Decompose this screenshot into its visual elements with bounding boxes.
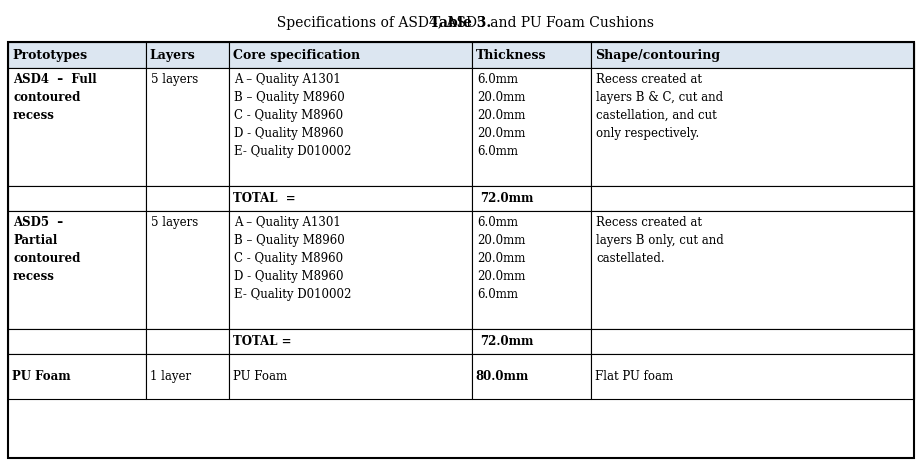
Text: ASD5  –
Partial
contoured
recess: ASD5 – Partial contoured recess: [13, 216, 80, 283]
Bar: [8, 68, 146, 185]
Bar: [472, 68, 592, 185]
Bar: [592, 185, 914, 212]
Text: 5 layers: 5 layers: [150, 73, 198, 86]
Bar: [8, 212, 146, 329]
Bar: [592, 68, 914, 185]
Bar: [146, 329, 229, 354]
Text: Thickness: Thickness: [476, 49, 547, 62]
Bar: [472, 354, 592, 399]
Bar: [592, 329, 914, 354]
Text: Layers: Layers: [149, 49, 195, 62]
Text: ASD4  –  Full
contoured
recess: ASD4 – Full contoured recess: [13, 73, 97, 122]
Text: 6.0mm
20.0mm
20.0mm
20.0mm
6.0mm: 6.0mm 20.0mm 20.0mm 20.0mm 6.0mm: [477, 73, 526, 158]
Text: Shape/contouring: Shape/contouring: [596, 49, 721, 62]
Bar: [229, 329, 472, 354]
Text: 1 layer: 1 layer: [149, 370, 191, 383]
Text: 6.0mm
20.0mm
20.0mm
20.0mm
6.0mm: 6.0mm 20.0mm 20.0mm 20.0mm 6.0mm: [477, 216, 526, 301]
Bar: [146, 42, 229, 68]
Text: Table 3.: Table 3.: [431, 16, 491, 30]
Text: Specifications of ASD4, ASD5 and PU Foam Cushions: Specifications of ASD4, ASD5 and PU Foam…: [268, 16, 654, 30]
Bar: [592, 42, 914, 68]
Bar: [8, 42, 146, 68]
Bar: [472, 185, 592, 212]
Bar: [8, 354, 146, 399]
Text: PU Foam: PU Foam: [233, 370, 287, 383]
Bar: [229, 354, 472, 399]
Bar: [8, 185, 146, 212]
Text: Recess created at
layers B only, cut and
castellated.: Recess created at layers B only, cut and…: [597, 216, 724, 265]
Text: 72.0mm: 72.0mm: [479, 192, 533, 205]
Bar: [229, 212, 472, 329]
Bar: [229, 185, 472, 212]
Bar: [146, 212, 229, 329]
Bar: [472, 329, 592, 354]
Bar: [8, 42, 914, 458]
Bar: [472, 42, 592, 68]
Bar: [229, 68, 472, 185]
Text: TOTAL  =: TOTAL =: [233, 192, 296, 205]
Bar: [146, 354, 229, 399]
Text: TOTAL =: TOTAL =: [233, 335, 291, 348]
Text: 80.0mm: 80.0mm: [476, 370, 529, 383]
Bar: [592, 212, 914, 329]
Text: A – Quality A1301
B – Quality M8960
C - Quality M8960
D - Quality M8960
E- Quali: A – Quality A1301 B – Quality M8960 C - …: [234, 73, 351, 158]
Text: Flat PU foam: Flat PU foam: [596, 370, 674, 383]
Bar: [146, 185, 229, 212]
Bar: [229, 42, 472, 68]
Bar: [8, 329, 146, 354]
Text: Recess created at
layers B & C, cut and
castellation, and cut
only respectively.: Recess created at layers B & C, cut and …: [597, 73, 724, 140]
Text: Core specification: Core specification: [233, 49, 361, 62]
Text: 72.0mm: 72.0mm: [479, 335, 533, 348]
Text: Prototypes: Prototypes: [12, 49, 87, 62]
Text: 5 layers: 5 layers: [150, 216, 198, 229]
Bar: [472, 212, 592, 329]
Bar: [592, 354, 914, 399]
Bar: [146, 68, 229, 185]
Text: PU Foam: PU Foam: [12, 370, 71, 383]
Text: A – Quality A1301
B – Quality M8960
C - Quality M8960
D - Quality M8960
E- Quali: A – Quality A1301 B – Quality M8960 C - …: [234, 216, 351, 301]
